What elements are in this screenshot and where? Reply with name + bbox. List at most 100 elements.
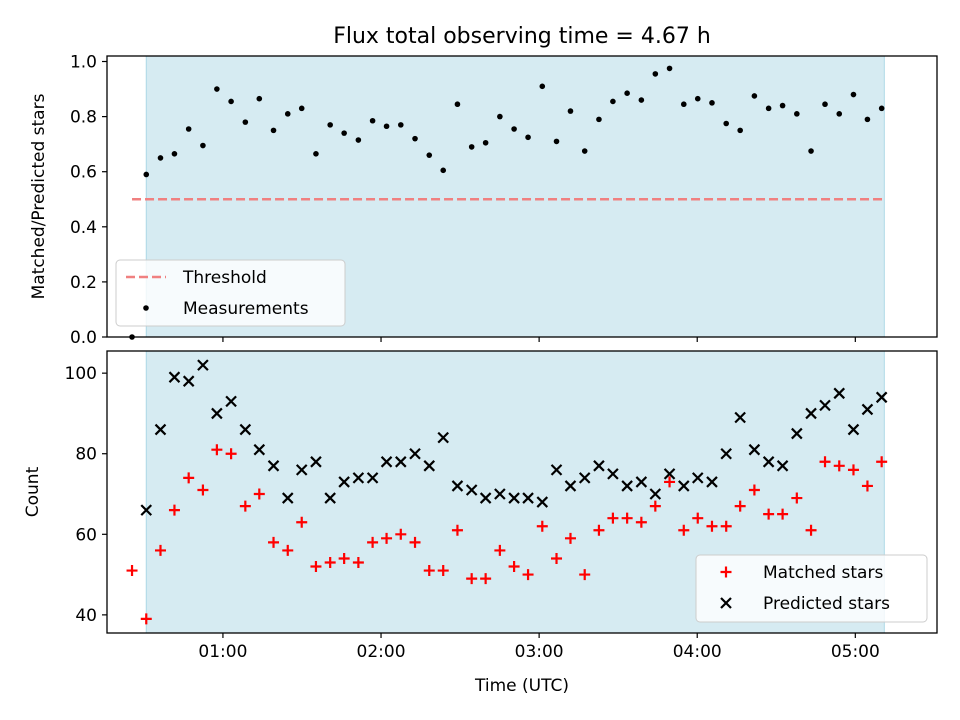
predicted-star-point (295, 464, 308, 476)
measurement-point (864, 116, 871, 123)
matched-star-point (367, 536, 379, 548)
legend-matched-swatch (720, 566, 732, 578)
predicted-star-point (281, 492, 294, 504)
predicted-star-point (734, 411, 746, 424)
y-tick-label: 0.6 (70, 163, 97, 183)
matched-star-point (777, 508, 789, 520)
matched-star-point (480, 573, 492, 585)
predicted-star-point (451, 480, 464, 492)
predicted-star-point (338, 476, 350, 488)
predicted-star-point (494, 488, 506, 500)
legend-box (115, 259, 346, 327)
bottom-panel: 40 60 80 100 Count 01:00 02:00 03:00 04:00 05:00 T… (23, 350, 938, 696)
matched-star-point (197, 484, 209, 496)
measurement-point (567, 108, 574, 114)
predicted-star-point (678, 480, 690, 492)
predicted-star-point (508, 492, 520, 504)
predicted-star-point (310, 456, 322, 468)
measurement-point (412, 135, 418, 142)
measurement-point (779, 102, 786, 109)
measurement-point (468, 144, 475, 150)
matched-star-point (253, 488, 265, 500)
measurement-point (242, 119, 249, 125)
matched-star-point (579, 569, 591, 581)
predicted-star-point (437, 431, 449, 444)
predicted-star-point (607, 468, 619, 480)
measurement-point (228, 98, 234, 105)
measurement-point (850, 91, 857, 98)
y-tick-label: 60 (75, 525, 97, 545)
matched-star-point (183, 472, 195, 484)
measurement-point (214, 86, 220, 92)
matched-star-point (763, 508, 775, 520)
matched-star-point (706, 520, 718, 532)
y-axis-label: Count (23, 466, 43, 517)
matched-star-point (296, 516, 308, 528)
top-panel: 0.0 0.2 0.4 0.6 0.8 1.0 Matched/Predicted star… (29, 53, 938, 348)
matched-star-point (423, 565, 435, 577)
y-tick-label: 40 (75, 606, 97, 626)
predicted-star-point (691, 472, 704, 484)
matched-star-point (211, 444, 223, 456)
legend-box (695, 554, 928, 623)
measurement-point (765, 105, 772, 112)
matched-star-point (536, 520, 548, 532)
predicted-star-point (593, 460, 605, 472)
matched-star-point (466, 573, 478, 585)
matched-star-point (282, 544, 294, 556)
measurement-point (298, 105, 305, 112)
matched-star-point (678, 524, 690, 536)
predicted-star-point (748, 443, 761, 456)
measurement-point (341, 130, 347, 136)
matched-star-point (140, 613, 152, 625)
matched-star-point (239, 500, 251, 512)
predicted-star-point (423, 460, 436, 472)
predicted-star-point (578, 472, 591, 484)
legend: Matched stars Predicted stars (695, 554, 928, 623)
predicted-star-point (380, 456, 393, 468)
axes-frame (106, 55, 938, 338)
predicted-star-point (621, 480, 633, 492)
predicted-star-point (649, 488, 662, 500)
measurement-point (440, 167, 447, 174)
predicted-star-point (140, 504, 153, 516)
predicted-star-point (550, 464, 563, 476)
matched-star-point (819, 456, 831, 468)
matched-star-point (607, 512, 619, 524)
predicted-star-point (861, 403, 874, 416)
measurement-point (737, 127, 743, 134)
predicted-star-point (805, 407, 817, 420)
predicted-star-point (253, 443, 266, 456)
predicted-star-point (197, 359, 209, 371)
matched-star-point (635, 516, 647, 528)
measurement-point (794, 111, 800, 117)
measurement-point (284, 111, 291, 117)
predicted-star-point (168, 371, 181, 383)
measurement-point (808, 148, 814, 154)
predicted-star-point (239, 423, 252, 436)
predicted-star-point (791, 427, 803, 440)
predicted-star-point (706, 476, 718, 488)
measurement-point (426, 152, 433, 158)
matched-star-point (225, 448, 237, 460)
measurement-point (878, 105, 885, 112)
matched-star-point (692, 512, 704, 524)
measurement-point (482, 139, 489, 146)
measurement-point (157, 155, 164, 161)
x-tick-label: 05:00 (831, 642, 880, 662)
predicted-star-point (465, 484, 478, 496)
predicted-star-point (819, 399, 831, 412)
matched-star-point (593, 524, 605, 536)
measurement-point (313, 150, 319, 157)
matched-star-point (338, 552, 350, 564)
x-axis-label: Time (UTC) (474, 676, 569, 696)
legend-matched-label: Matched stars (763, 563, 883, 583)
matched-star-point (168, 504, 180, 516)
legend-measurements-swatch (143, 305, 149, 311)
measurement-point (256, 95, 263, 102)
predicted-star-point (536, 496, 549, 508)
matched-star-point (126, 565, 138, 577)
predicted-star-point (847, 423, 860, 436)
predicted-star-point (395, 456, 407, 468)
